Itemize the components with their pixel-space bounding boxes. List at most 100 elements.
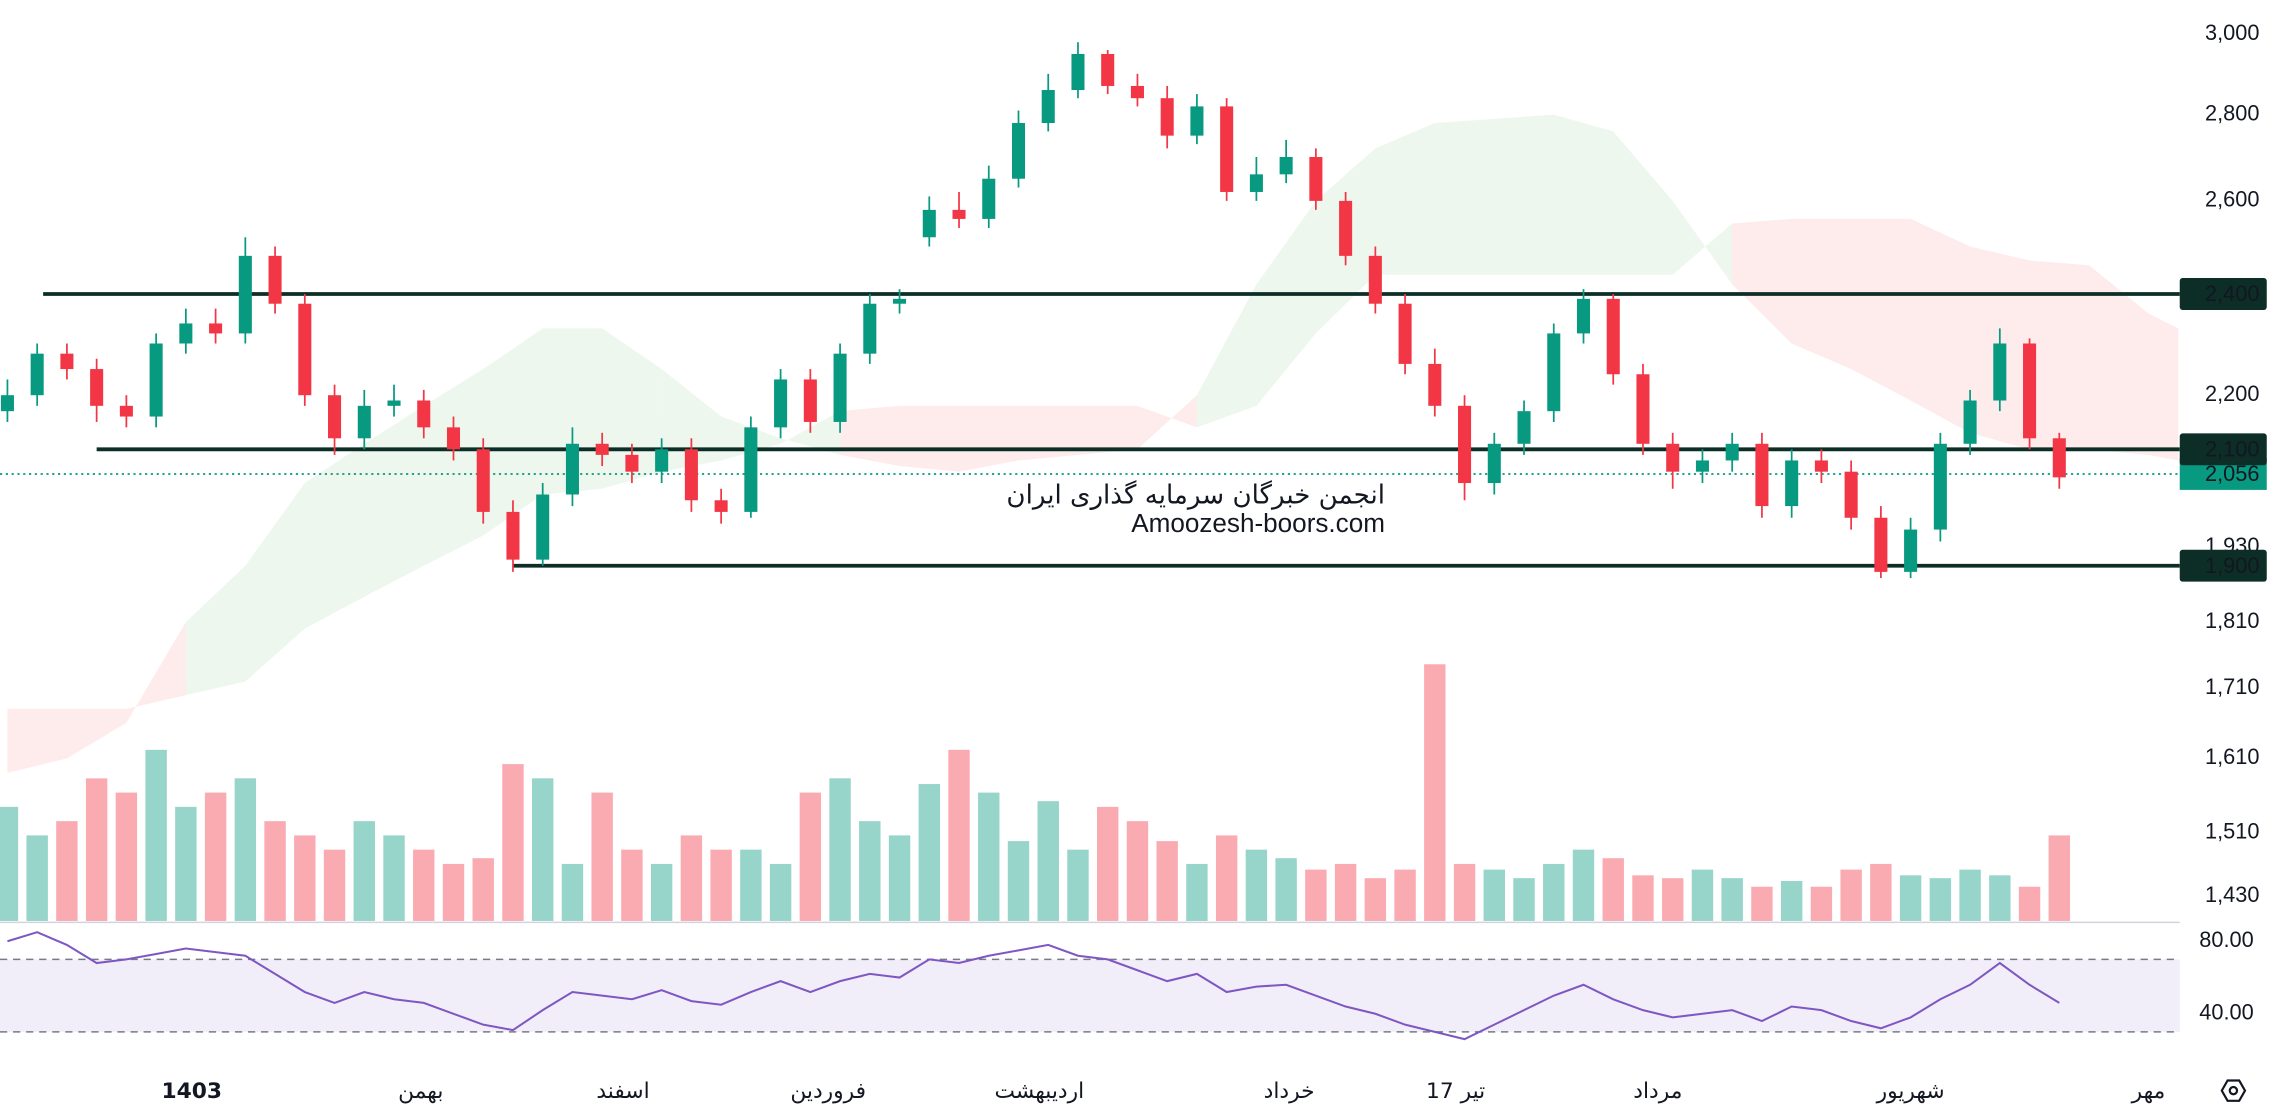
candle-body: [774, 379, 788, 428]
cloud-segment: [1077, 405, 1138, 455]
volume-bar: [1632, 875, 1654, 921]
volume-bar: [1691, 869, 1714, 921]
cloud-segment: [840, 405, 900, 467]
candle-body: [863, 303, 877, 354]
volume-bar: [472, 858, 494, 921]
volume-bar: [1275, 858, 1297, 921]
volume-bar: [1721, 878, 1743, 921]
volume-bar: [829, 778, 851, 921]
volume-bar: [1483, 869, 1505, 921]
volume-bar: [948, 749, 970, 921]
candle-body: [1487, 443, 1501, 484]
cloud-segment: [1375, 123, 1435, 275]
candle-body: [268, 255, 282, 304]
y-tick-label: 2,800: [2205, 100, 2259, 125]
candle-body: [1160, 98, 1174, 136]
volume-bar: [294, 835, 316, 921]
volume-bar: [1186, 863, 1208, 921]
volume-bar: [1751, 886, 1773, 921]
volume-bar: [26, 835, 48, 921]
rsi-layer: [0, 931, 2180, 1041]
level-box: [2179, 549, 2267, 582]
volume-bar: [264, 821, 286, 921]
cloud-segment: [423, 369, 484, 566]
candle-body: [119, 405, 133, 417]
volume-bar: [1572, 849, 1595, 921]
y-tick-label: 2,600: [2205, 187, 2259, 212]
candle-body: [446, 427, 461, 450]
volume-bar: [175, 806, 197, 921]
volume-layer: [0, 664, 2071, 921]
candle-body: [1249, 174, 1263, 192]
cloud-segment: [1613, 131, 1673, 275]
candle-body: [1458, 405, 1472, 484]
x-tick-label: اردیبهشت: [994, 1079, 1084, 1104]
volume-bar: [2048, 835, 2071, 921]
watermark: Amoozesh-boors.com: [1131, 508, 1385, 538]
cloud-segment: [1672, 200, 1733, 285]
candle-body: [0, 395, 14, 412]
candle-body: [30, 353, 44, 396]
candle-body: [1398, 303, 1412, 364]
candle-body: [1011, 123, 1026, 179]
rsi-line: [7, 931, 2060, 1041]
y-tick-label: 1,810: [2205, 608, 2259, 633]
candle-body: [803, 379, 817, 422]
volume-bar: [1810, 886, 1833, 921]
cloud-segment: [959, 405, 1019, 472]
cloud-segment: [661, 369, 722, 472]
volume-bar: [1989, 875, 2011, 921]
candle-body: [357, 405, 371, 439]
candle-body: [1963, 400, 1977, 444]
volume-bar: [1870, 863, 1892, 921]
candle-body: [655, 449, 669, 472]
settings-icon[interactable]: [2220, 1079, 2247, 1102]
volume-bar: [442, 863, 465, 921]
volume-bar: [1840, 869, 1862, 921]
candle-body: [1904, 529, 1918, 572]
volume-bar: [145, 749, 167, 921]
volume-bar: [502, 764, 524, 921]
volume-bar: [56, 821, 78, 921]
cloud-segment: [780, 411, 841, 455]
volume-bar: [1007, 841, 1030, 921]
candle-body: [90, 369, 104, 406]
candle-body: [238, 255, 252, 334]
volume-bar: [799, 792, 822, 921]
candle-body: [1874, 517, 1888, 572]
volume-bar: [1364, 878, 1387, 921]
y-tick-label: 40.00: [2199, 1000, 2253, 1025]
candle-body: [179, 323, 193, 344]
volume-bar: [85, 778, 108, 921]
cloud-segment: [1018, 405, 1078, 461]
volume-bar: [1602, 858, 1624, 921]
candle-body: [417, 400, 431, 428]
candle-body: [1547, 333, 1561, 412]
candle-body: [1576, 298, 1591, 334]
candle-body: [1785, 460, 1799, 507]
cloud-segment: [1851, 218, 1911, 401]
candle-body: [893, 298, 907, 304]
volume-bar: [918, 784, 940, 921]
volume-bar: [413, 849, 435, 921]
watermark: انجمن خبرگان سرمایه گذاری ایران: [1006, 480, 1385, 511]
volume-bar: [888, 835, 911, 921]
candles-layer: [0, 42, 2066, 579]
x-tick-label: مهر: [2131, 1079, 2166, 1104]
x-tick-label: اسفند: [596, 1079, 649, 1104]
volume-bar: [1245, 849, 1268, 921]
volume-bar: [1037, 801, 1059, 921]
candle-body: [60, 353, 74, 370]
candle-body: [1636, 374, 1650, 444]
candle-body: [833, 353, 847, 422]
volume-bar: [204, 792, 227, 921]
x-tick-label: 1403: [162, 1079, 223, 1104]
levels-layer: [0, 292, 2180, 568]
cloud-segment: [1434, 118, 1495, 275]
rsi-band: [0, 959, 2180, 1032]
cloud-segment: [7, 708, 67, 773]
level-label: 2,400: [2205, 281, 2259, 306]
volume-bar: [978, 792, 1000, 921]
cloud-segment: [304, 443, 365, 629]
candle-body: [1309, 156, 1323, 201]
